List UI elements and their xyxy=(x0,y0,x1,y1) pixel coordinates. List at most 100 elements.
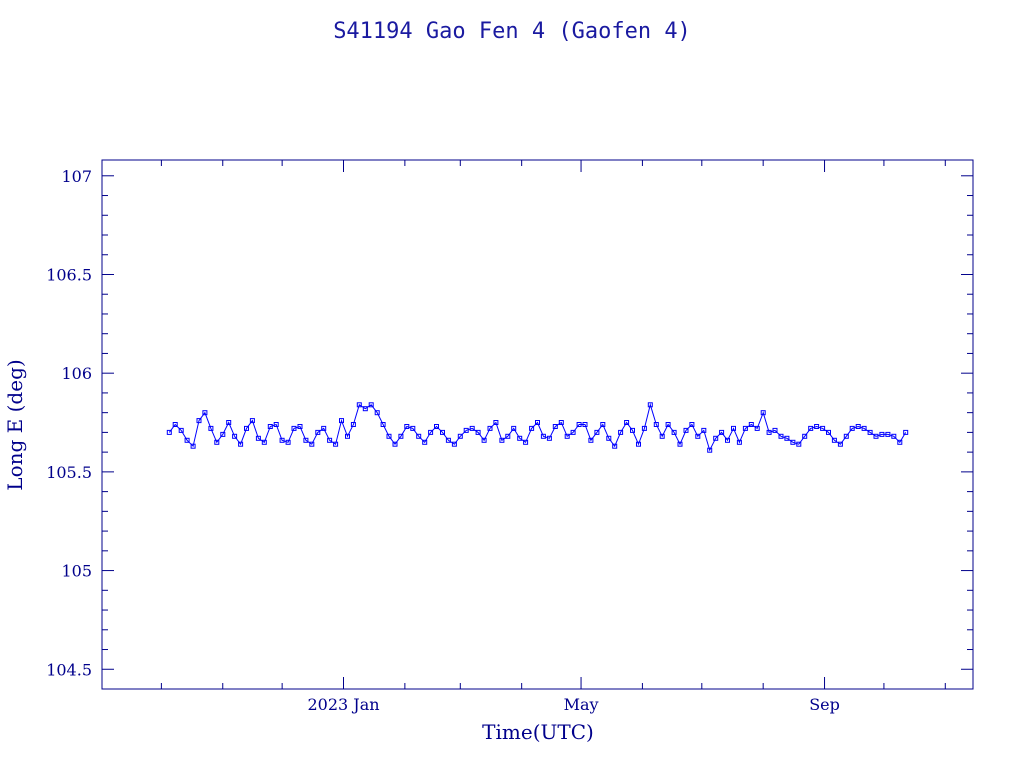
data-point xyxy=(820,425,826,431)
data-point xyxy=(511,425,517,431)
data-point xyxy=(303,437,309,443)
data-point xyxy=(172,422,178,427)
data-point xyxy=(362,406,368,412)
data-point xyxy=(837,441,843,447)
x-axis-label: Time(UTC) xyxy=(482,720,594,744)
data-point xyxy=(766,429,772,435)
series-layer xyxy=(166,402,909,453)
data-point xyxy=(552,424,558,429)
data-point xyxy=(689,422,695,427)
data-point xyxy=(226,420,232,425)
data-point xyxy=(665,422,671,427)
data-point xyxy=(683,427,689,433)
data-point xyxy=(748,422,754,427)
data-point xyxy=(647,402,653,408)
data-point xyxy=(493,420,499,425)
data-point xyxy=(214,439,220,445)
data-point xyxy=(392,441,398,447)
data-point xyxy=(736,439,742,445)
data-point xyxy=(422,439,428,445)
data-point xyxy=(463,427,469,433)
data-point xyxy=(867,429,873,435)
data-point xyxy=(802,433,808,439)
data-point xyxy=(831,437,837,443)
data-point xyxy=(582,422,588,427)
data-point xyxy=(826,429,831,435)
data-point xyxy=(523,439,529,445)
data-point xyxy=(374,410,380,416)
data-point xyxy=(855,424,861,429)
data-point xyxy=(885,431,891,437)
data-point xyxy=(861,425,867,431)
data-point xyxy=(309,441,315,447)
data-point xyxy=(238,441,244,447)
data-point xyxy=(873,433,879,439)
data-point xyxy=(535,420,540,425)
data-point xyxy=(434,424,439,429)
y-tick-label: 104.5 xyxy=(46,660,92,679)
data-point xyxy=(404,424,410,429)
data-point xyxy=(244,425,249,431)
data-point xyxy=(451,441,457,447)
y-axis-label: Long E (deg) xyxy=(3,359,27,490)
data-point xyxy=(742,425,748,431)
data-point xyxy=(339,418,344,424)
data-point xyxy=(356,402,362,408)
data-point xyxy=(487,425,493,431)
data-point xyxy=(184,437,190,443)
data-point xyxy=(606,435,612,441)
data-point xyxy=(576,422,582,427)
data-point xyxy=(636,441,641,447)
data-point xyxy=(273,422,279,427)
data-point xyxy=(261,439,267,445)
data-point xyxy=(671,429,677,435)
data-point xyxy=(440,429,445,435)
data-point xyxy=(796,441,802,447)
data-point xyxy=(285,439,291,445)
data-point xyxy=(725,437,730,443)
data-point xyxy=(701,427,707,433)
data-point xyxy=(879,431,885,437)
data-point xyxy=(327,437,333,443)
data-point xyxy=(350,422,356,427)
data-point xyxy=(386,433,392,439)
data-point xyxy=(398,433,404,439)
data-point xyxy=(380,422,386,427)
y-tick-label: 105 xyxy=(61,562,92,581)
data-point xyxy=(546,435,552,441)
data-point xyxy=(178,427,184,433)
plot-frame xyxy=(101,159,974,690)
data-point xyxy=(410,425,416,431)
data-point xyxy=(903,429,909,435)
data-point xyxy=(713,435,719,441)
data-point xyxy=(196,418,202,424)
data-point xyxy=(529,425,535,431)
data-point xyxy=(719,429,725,435)
data-point xyxy=(445,437,451,443)
data-point xyxy=(790,439,796,445)
data-point xyxy=(202,410,208,416)
y-tick-label: 106 xyxy=(61,364,92,383)
data-point xyxy=(612,443,618,449)
data-point xyxy=(897,439,903,445)
data-point xyxy=(624,420,630,425)
data-point xyxy=(469,425,475,431)
data-point xyxy=(475,429,481,435)
data-point xyxy=(368,402,374,408)
data-point xyxy=(891,433,897,439)
data-point xyxy=(267,424,273,429)
data-point xyxy=(760,410,766,416)
data-point xyxy=(517,435,523,441)
y-tick-label: 106.5 xyxy=(46,265,92,284)
data-point xyxy=(315,429,321,435)
data-point xyxy=(321,425,327,431)
y-tick-label: 107 xyxy=(61,167,92,186)
data-point xyxy=(499,437,505,443)
data-point xyxy=(564,433,570,439)
data-point xyxy=(570,429,576,435)
data-point xyxy=(208,425,214,431)
data-point xyxy=(457,433,463,439)
x-tick-label: 2023 Jan xyxy=(307,695,379,714)
data-point xyxy=(594,429,600,435)
